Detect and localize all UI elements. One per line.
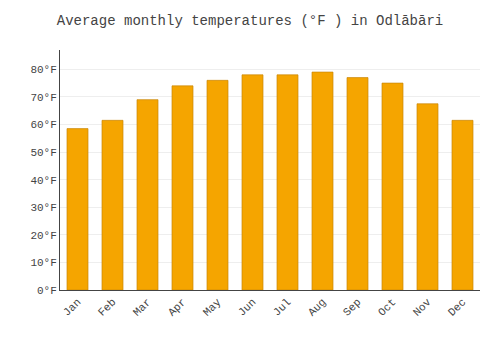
- svg-text:Apr: Apr: [166, 296, 188, 318]
- svg-text:40°F: 40°F: [30, 175, 56, 187]
- svg-text:50°F: 50°F: [30, 147, 56, 159]
- svg-text:60°F: 60°F: [30, 119, 56, 131]
- svg-text:Average monthly temperatures (: Average monthly temperatures (°F ) in Od…: [57, 13, 443, 29]
- svg-text:Jul: Jul: [271, 296, 293, 318]
- svg-text:80°F: 80°F: [30, 64, 56, 76]
- svg-text:10°F: 10°F: [30, 257, 56, 269]
- svg-text:20°F: 20°F: [30, 230, 56, 242]
- svg-text:Oct: Oct: [376, 296, 398, 318]
- svg-text:Aug: Aug: [306, 296, 328, 318]
- svg-text:Mar: Mar: [131, 296, 153, 318]
- svg-text:Nov: Nov: [411, 296, 434, 319]
- svg-text:70°F: 70°F: [30, 92, 56, 104]
- svg-text:May: May: [201, 296, 224, 319]
- svg-text:Dec: Dec: [446, 296, 468, 318]
- svg-text:0°F: 0°F: [37, 285, 57, 297]
- svg-text:Jan: Jan: [61, 296, 83, 318]
- svg-text:Jun: Jun: [236, 296, 258, 318]
- svg-text:Sep: Sep: [341, 296, 363, 318]
- svg-text:Feb: Feb: [96, 296, 118, 318]
- svg-text:30°F: 30°F: [30, 202, 56, 214]
